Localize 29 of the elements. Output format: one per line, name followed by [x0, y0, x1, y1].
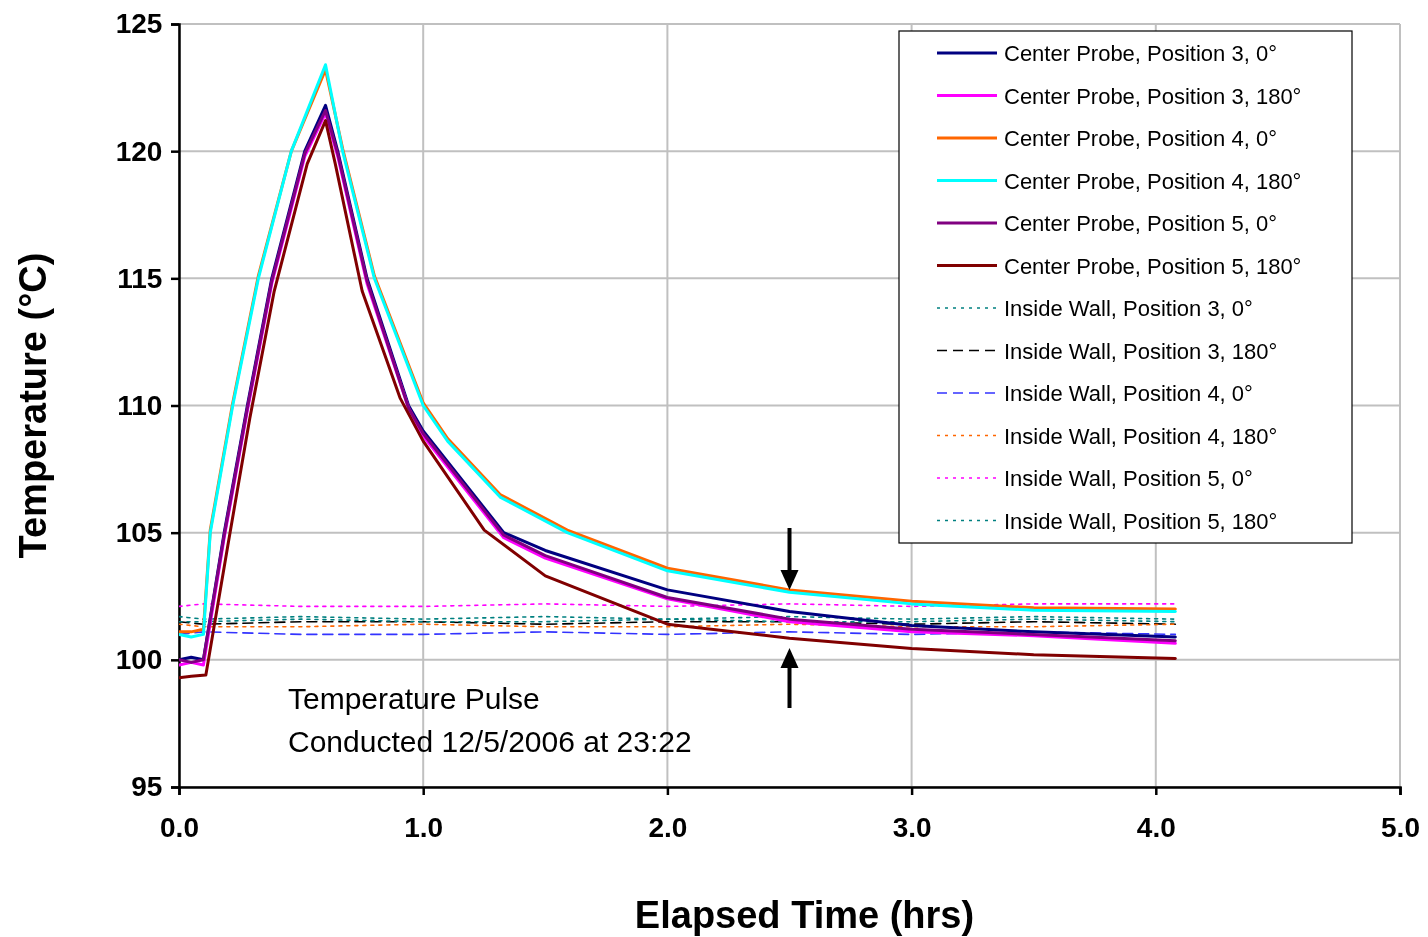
- x-axis-title: Elapsed Time (hrs): [634, 894, 975, 936]
- y-tick-label: 95: [131, 771, 163, 803]
- annotation: Conducted 12/5/2006 at 23:22: [288, 725, 692, 758]
- legend-label: Center Probe, Position 5, 0°: [1004, 211, 1277, 236]
- x-tick-label: 4.0: [1136, 812, 1176, 844]
- legend-label: Inside Wall, Position 4, 180°: [1004, 423, 1278, 449]
- legend-label: Inside Wall, Position 3, 180°: [1004, 338, 1278, 364]
- legend-label: Center Probe, Position 3, 180°: [1004, 83, 1302, 109]
- y-tick-label: 105: [115, 517, 163, 549]
- y-tick-label: 100: [115, 644, 163, 676]
- y-tick-label: 110: [117, 389, 163, 421]
- legend-label: Center Probe, Position 5, 180°: [1004, 253, 1302, 279]
- legend-label: Inside Wall, Position 5, 0°: [1004, 466, 1253, 491]
- y-tick-label: 120: [115, 135, 163, 167]
- x-tick-label: 3.0: [892, 812, 932, 844]
- legend-label: Inside Wall, Position 5, 180°: [1004, 508, 1278, 534]
- x-tick-label: 1.0: [404, 812, 444, 844]
- legend-label: Inside Wall, Position 4, 0°: [1004, 381, 1253, 406]
- y-tick-label: 115: [117, 262, 163, 294]
- annotation: Temperature Pulse: [288, 682, 540, 715]
- legend-label: Inside Wall, Position 3, 0°: [1004, 296, 1253, 321]
- y-tick-label: 125: [115, 8, 163, 40]
- legend-label: Center Probe, Position 3, 0°: [1004, 41, 1277, 66]
- legend-label: Center Probe, Position 4, 0°: [1004, 126, 1277, 151]
- x-tick-label: 5.0: [1381, 812, 1420, 844]
- y-axis-title: Temperature (°C): [12, 252, 54, 559]
- legend-label: Center Probe, Position 4, 180°: [1004, 168, 1302, 194]
- x-tick-label: 0.0: [160, 812, 199, 844]
- x-tick-label: 2.0: [648, 812, 688, 844]
